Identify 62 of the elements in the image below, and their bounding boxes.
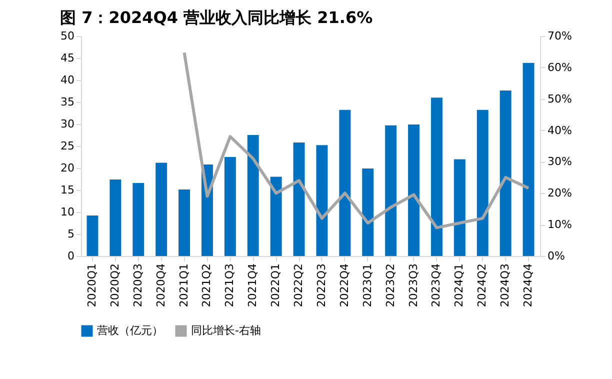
bar — [500, 90, 512, 256]
y-tick-label: 5 — [68, 228, 74, 240]
x-tick-label: 2023Q4 — [430, 264, 443, 308]
x-tick-label: 2023Q1 — [360, 264, 374, 308]
y-tick-label: 50 — [60, 30, 74, 42]
y2-tick-label: 50% — [548, 92, 572, 106]
x-tick-label: 2023Q2 — [384, 264, 397, 308]
legend-label: 同比增长-右轴 — [191, 324, 261, 337]
x-tick-label: 2022Q1 — [269, 264, 282, 308]
bar — [339, 110, 351, 256]
y-tick-label: 20 — [60, 162, 74, 174]
y2-tick-label: 40% — [548, 124, 572, 137]
x-tick-label: 2021Q4 — [246, 264, 260, 308]
x-tick-label: 2020Q3 — [131, 264, 144, 308]
y-tick-label: 15 — [60, 184, 74, 196]
bar — [224, 157, 236, 256]
y2-tick-label: 30% — [548, 155, 572, 168]
bar — [522, 62, 534, 256]
y2-tick-label: 70% — [548, 30, 572, 42]
x-tick-label: 2023Q3 — [406, 264, 420, 308]
y-tick-label: 30 — [60, 118, 74, 130]
y-tick-label: 45 — [60, 52, 74, 64]
y-tick-label: 40 — [60, 74, 74, 86]
bar — [316, 145, 328, 256]
x-tick-label: 2021Q1 — [177, 264, 190, 308]
y-tick-label: 35 — [60, 96, 74, 108]
y2-tick-label: 0% — [548, 250, 565, 262]
x-tick-label: 2021Q2 — [200, 264, 214, 308]
x-tick-label: 2024Q4 — [522, 264, 535, 308]
line-series — [182, 51, 530, 230]
y2-tick-label: 60% — [548, 60, 572, 74]
x-tick-label: 2020Q2 — [108, 264, 122, 308]
bar — [86, 216, 98, 256]
bar — [454, 159, 466, 256]
bar — [385, 125, 397, 256]
bar — [430, 98, 442, 256]
x-tick-label: 2022Q2 — [292, 264, 306, 308]
x-tick-label: 2024Q2 — [476, 264, 489, 308]
x-tick-label: 2020Q1 — [85, 264, 98, 308]
y-tick-label: 10 — [60, 206, 74, 218]
y-tick-label: 0 — [68, 250, 74, 262]
x-tick-label: 2024Q1 — [452, 264, 466, 308]
chart-title: 图 7：2024Q4 营业收入同比增长 21.6% — [60, 8, 373, 27]
bar — [247, 135, 259, 256]
x-tick-label: 2024Q3 — [498, 264, 512, 308]
bar — [178, 190, 190, 256]
legend-label: 营收（亿元） — [97, 324, 163, 337]
y2-tick-label: 10% — [548, 218, 572, 232]
bar — [408, 124, 420, 256]
bar — [476, 110, 488, 256]
bar — [293, 142, 305, 256]
bar — [156, 162, 168, 256]
bar — [362, 168, 374, 256]
x-tick-label: 2021Q3 — [223, 264, 236, 308]
y2-tick-label: 20% — [548, 186, 572, 200]
x-tick-label: 2022Q3 — [314, 264, 328, 308]
x-tick-label: 2020Q4 — [154, 264, 168, 308]
y-tick-label: 25 — [60, 140, 74, 152]
bar — [270, 176, 282, 256]
bar — [132, 182, 144, 256]
x-tick-label: 2022Q4 — [338, 264, 351, 308]
bar — [110, 179, 122, 256]
